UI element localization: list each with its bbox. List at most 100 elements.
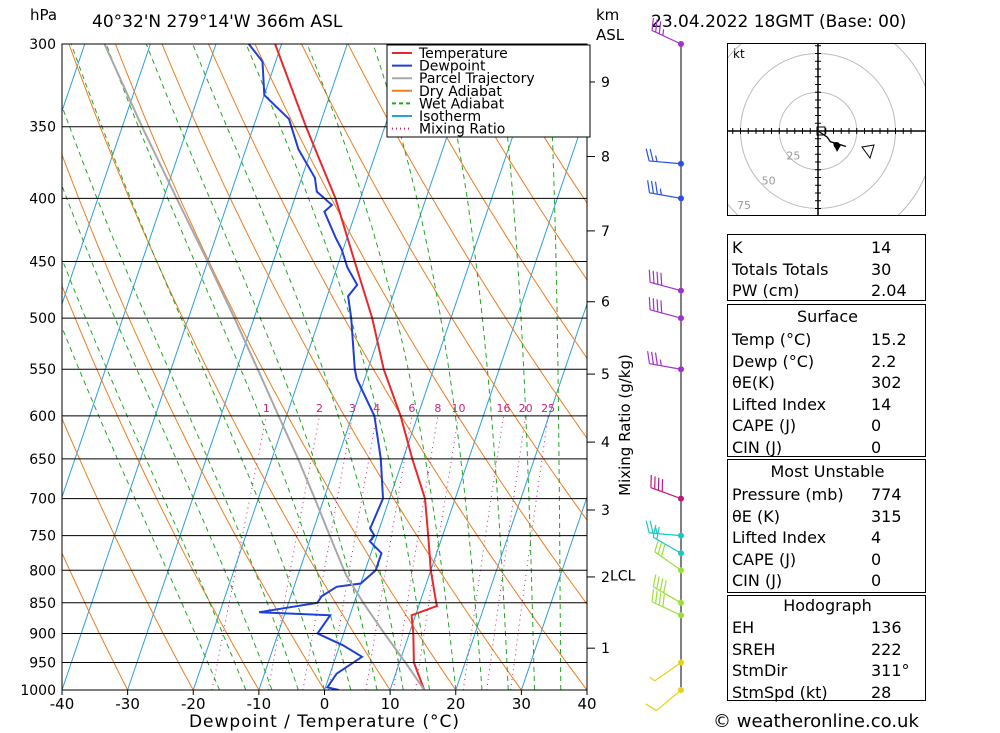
isotherm-line	[192, 44, 414, 690]
row-label: Totals Totals	[732, 259, 829, 279]
wind-barb-shaft	[651, 29, 682, 45]
wind-barb-feather	[655, 19, 658, 33]
row-label: SREH	[732, 639, 776, 659]
mixing-ratio-axis-label: Mixing Ratio (g/kg)	[616, 354, 634, 496]
wet-adiabat-line	[496, 44, 535, 690]
wind-barb	[648, 297, 684, 322]
height-tick-label: 6	[601, 295, 610, 311]
table-row: Dewp (°C) 2.2	[728, 351, 925, 373]
dry-adiabat-line	[347, 44, 587, 440]
footer-credit[interactable]: © weatheronline.co.uk	[713, 711, 919, 732]
x-tick-label: 40	[577, 695, 596, 713]
row-label: Lifted Index	[732, 394, 827, 414]
mixing-ratio-line	[211, 415, 267, 690]
legend-label: Parcel Trajectory	[419, 71, 535, 87]
wind-barb-feather	[645, 148, 650, 162]
row-label: StmDir	[732, 661, 788, 680]
hodograph-table-title: Hodograph	[783, 596, 872, 615]
most-unstable-table: Pressure (mb) 774 θE (K) 315 Lifted Index 4 CA…	[728, 484, 925, 592]
row-value: 136	[871, 618, 902, 637]
wet-adiabat-line	[586, 627, 587, 690]
wind-barb-feather	[654, 181, 658, 195]
table-row: CAPE (J) 0	[728, 415, 925, 437]
height-tick-label: 1	[601, 641, 610, 657]
wind-barb	[645, 520, 684, 539]
table-row: SREH 222	[728, 639, 925, 661]
table-row: Pressure (mb) 774	[728, 484, 925, 506]
wind-barb-shaft	[654, 661, 682, 682]
row-value: 28	[871, 682, 892, 702]
x-tick-label: -30	[115, 695, 140, 713]
wind-barb-feather	[659, 578, 664, 591]
height-tick-label: 3	[601, 503, 610, 519]
wind-barb-shaft	[649, 160, 682, 165]
wind-barb-feather	[650, 180, 655, 194]
row-label: CIN (J)	[732, 571, 783, 590]
datetime-title: 23.04.2022 18GMT (Base: 00)	[651, 12, 907, 32]
wind-barb-feather	[648, 297, 651, 310]
mixing-ratio-label: 4	[373, 402, 380, 415]
dry-adiabat-line	[953, 44, 1000, 690]
wind-barb-feather	[649, 520, 654, 534]
wind-barb-shaft	[650, 487, 682, 500]
legend-box	[386, 44, 591, 138]
mixing-ratio-label: 25	[541, 402, 555, 415]
lcl-label: LCL	[610, 569, 636, 585]
parcel-trajectory-line	[103, 44, 426, 690]
wind-barb-feather	[648, 269, 651, 283]
location-title: 40°32'N 279°14'W 366m ASL	[92, 12, 343, 32]
wind-barb-shaft	[651, 601, 682, 616]
x-tick-label: -20	[181, 695, 206, 713]
wind-barb-feather	[663, 580, 667, 593]
wind-barb-shaft	[652, 586, 682, 604]
x-tick-label: 30	[512, 695, 531, 713]
wind-barb-feather	[654, 352, 658, 366]
indices-box: K 14 Totals Totals 30 PW (cm) 2.04	[727, 234, 926, 301]
unit-km: km	[596, 6, 620, 24]
x-tick-label: 10	[381, 695, 400, 713]
row-label: CAPE (J)	[732, 549, 797, 569]
pressure-tick-label: 550	[29, 362, 56, 378]
hodograph-arrow-outline	[861, 144, 875, 160]
hodograph-table: EH 136 SREH 222 StmDir 311° StmSpd (kt) 28	[728, 617, 925, 703]
dry-adiabat-line	[301, 44, 587, 521]
pressure-tick-label: 600	[29, 409, 56, 425]
wet-adiabat-line	[145, 44, 378, 690]
wet-adiabat-line	[245, 44, 430, 690]
table-row: PW (cm) 2.04	[728, 280, 925, 302]
row-value: 0	[871, 549, 882, 569]
height-tick-label: 2	[601, 570, 610, 586]
pressure-tick-label: 500	[29, 311, 56, 327]
unit-hpa: hPa	[30, 6, 58, 24]
wind-barb-feather	[652, 270, 655, 284]
pressure-tick-label: 750	[29, 529, 56, 545]
mixing-ratio-label: 2	[316, 402, 323, 415]
row-value: 0	[871, 571, 882, 590]
wind-barb-half-feather	[662, 29, 665, 36]
table-row: Totals Totals 30	[728, 259, 925, 281]
row-value: 222	[871, 639, 902, 659]
hodograph-plot: kt 25 50 75	[701, 14, 935, 248]
x-tick-label: 0	[320, 695, 330, 713]
wind-barb	[650, 475, 684, 502]
most-unstable-title: Most Unstable	[770, 462, 885, 481]
hodograph-ring-label: 50	[762, 174, 776, 187]
legend-label: Temperature	[418, 46, 508, 62]
isotherm-line	[520, 495, 587, 690]
surface-title: Surface	[797, 307, 858, 326]
isotherm-line	[62, 44, 283, 690]
pressure-tick-label: 650	[29, 452, 56, 468]
row-label: Lifted Index	[732, 528, 827, 547]
hodograph-unit-label: kt	[733, 47, 745, 61]
row-value: 4	[871, 528, 882, 547]
wind-barb	[652, 524, 684, 557]
mixing-ratio-line	[393, 415, 439, 690]
indices-table: K 14 Totals Totals 30 PW (cm) 2.04	[728, 237, 925, 302]
table-row: θE (K) 315	[728, 506, 925, 528]
isotherm-line	[258, 44, 479, 690]
wind-barb-feather	[658, 592, 662, 606]
wet-adiabat-line	[547, 44, 562, 690]
pressure-tick-label: 700	[29, 492, 56, 508]
wind-barb-feather	[647, 180, 651, 193]
